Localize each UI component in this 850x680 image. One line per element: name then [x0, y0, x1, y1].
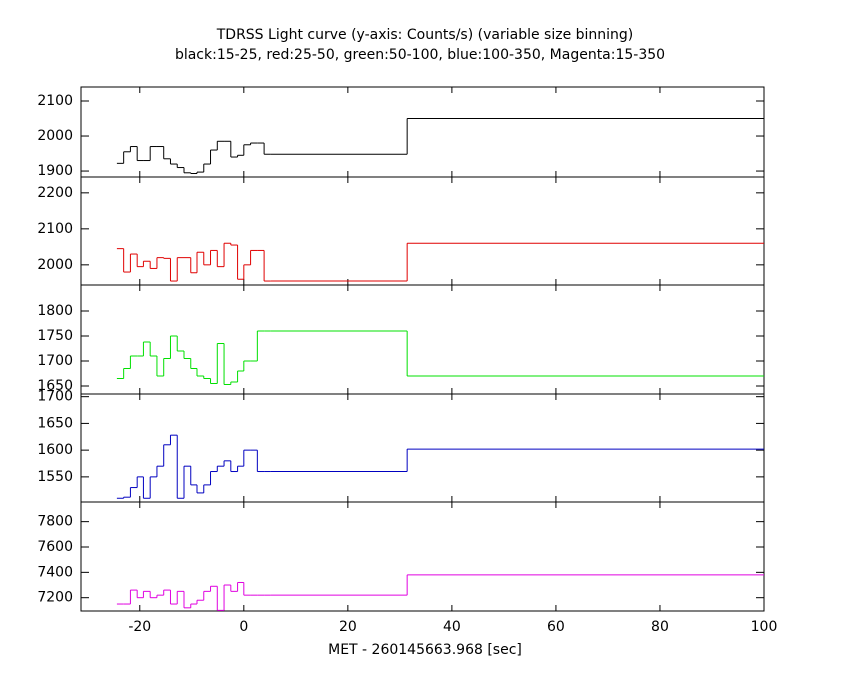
- chart-title: TDRSS Light curve (y-axis: Counts/s) (va…: [216, 27, 634, 43]
- y-tick-label: 2200: [37, 185, 73, 201]
- y-tick-label: 1650: [37, 378, 73, 394]
- panel-frame: [80, 284, 765, 395]
- x-tick-label: 60: [547, 619, 565, 635]
- x-tick-label: 100: [751, 619, 778, 635]
- y-tick-label: 7800: [37, 514, 73, 530]
- panel-frame: [80, 176, 765, 286]
- x-tick-label: 0: [239, 619, 248, 635]
- y-tick-label: 2000: [37, 257, 73, 273]
- y-tick-label: 2000: [37, 128, 73, 144]
- y-tick-label: 1800: [37, 303, 73, 319]
- y-tick-label: 1550: [37, 469, 73, 485]
- y-tick-label: 2100: [37, 93, 73, 109]
- y-tick-label: 1600: [37, 442, 73, 458]
- y-tick-label: 1900: [37, 163, 73, 179]
- y-tick-label: 7600: [37, 539, 73, 555]
- y-tick-label: 2100: [37, 221, 73, 237]
- y-tick-label: 7200: [37, 590, 73, 606]
- y-tick-label: 7400: [37, 564, 73, 580]
- panel-frame: [80, 501, 765, 612]
- x-tick-label: -20: [128, 619, 151, 635]
- chart-subtitle: black:15-25, red:25-50, green:50-100, bl…: [175, 47, 665, 63]
- x-axis-label: MET - 260145663.968 [sec]: [328, 642, 522, 658]
- y-tick-label: 1650: [37, 415, 73, 431]
- panel-frame: [80, 86, 765, 178]
- y-tick-label: 1700: [37, 353, 73, 369]
- y-tick-label: 1750: [37, 328, 73, 344]
- x-tick-label: 40: [443, 619, 461, 635]
- x-tick-label: 20: [339, 619, 357, 635]
- panel-frame: [80, 393, 765, 503]
- x-tick-label: 80: [651, 619, 669, 635]
- y-tick-label: 1700: [37, 389, 73, 405]
